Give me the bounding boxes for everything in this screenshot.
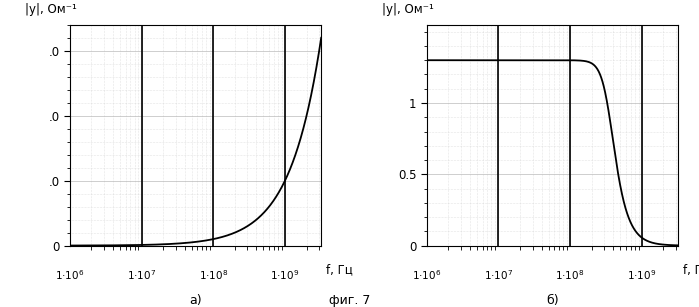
Text: фиг. 7: фиг. 7 (329, 294, 370, 307)
Text: |y|, Ом⁻¹: |y|, Ом⁻¹ (382, 3, 433, 16)
Text: 1·10$^{6}$: 1·10$^{6}$ (55, 268, 85, 282)
Text: 1·10$^{7}$: 1·10$^{7}$ (484, 268, 513, 282)
Text: f, Гц: f, Гц (326, 263, 353, 276)
Text: 1·10$^{6}$: 1·10$^{6}$ (412, 268, 441, 282)
Text: 1·10$^{8}$: 1·10$^{8}$ (556, 268, 585, 282)
Text: 1·10$^{8}$: 1·10$^{8}$ (199, 268, 228, 282)
Text: 1·10$^{9}$: 1·10$^{9}$ (627, 268, 656, 282)
Text: а): а) (189, 294, 202, 307)
Text: |y|, Ом⁻¹: |y|, Ом⁻¹ (24, 3, 77, 16)
Text: 1·10$^{7}$: 1·10$^{7}$ (127, 268, 156, 282)
Text: 1·10$^{9}$: 1·10$^{9}$ (271, 268, 300, 282)
Text: б): б) (546, 294, 559, 307)
Text: f, Гц: f, Гц (683, 263, 699, 276)
